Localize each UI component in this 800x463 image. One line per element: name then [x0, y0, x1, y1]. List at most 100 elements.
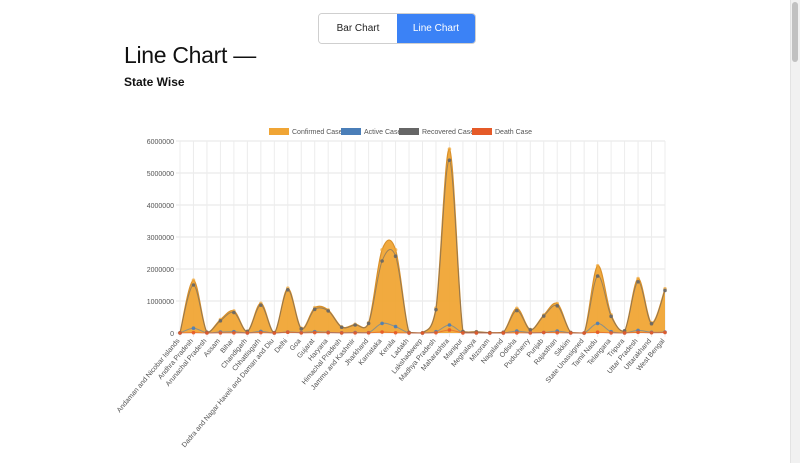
data-point	[272, 331, 277, 335]
data-point	[407, 331, 411, 335]
data-point	[393, 248, 398, 252]
page-subtitle: State Wise	[124, 75, 185, 89]
data-point	[582, 331, 586, 335]
data-point	[285, 288, 290, 292]
data-point	[191, 278, 196, 283]
data-point	[366, 331, 371, 335]
y-tick-label: 0	[170, 331, 174, 338]
line-chart-tab[interactable]: Line Chart	[397, 14, 475, 43]
data-point	[649, 321, 654, 326]
legend-swatch	[399, 128, 419, 135]
data-point	[259, 303, 263, 307]
data-point	[366, 321, 371, 326]
legend-label: Recovered Case	[422, 129, 474, 136]
legend-label: Active Case	[364, 129, 401, 136]
data-point	[447, 328, 452, 332]
data-point	[191, 326, 196, 331]
y-tick-label: 6000000	[147, 139, 174, 146]
data-point	[595, 264, 600, 268]
data-point	[191, 283, 196, 287]
data-point	[285, 330, 290, 335]
data-point	[447, 158, 452, 162]
data-point	[312, 330, 317, 335]
data-point	[339, 325, 344, 330]
data-point	[245, 331, 250, 335]
data-point	[528, 328, 533, 332]
y-tick-label: 4000000	[147, 203, 174, 210]
legend-swatch	[269, 128, 289, 135]
data-point	[380, 330, 384, 334]
data-point	[326, 330, 330, 335]
data-point	[218, 319, 223, 323]
legend-swatch	[341, 128, 361, 135]
data-point	[555, 304, 560, 308]
data-point	[380, 321, 384, 326]
y-axis: 0 1000000 2000000 3000000 4000000 5000000 6000…	[147, 139, 174, 338]
data-point	[636, 280, 640, 284]
data-point	[326, 309, 330, 313]
data-point	[609, 314, 613, 319]
series-death-case	[178, 328, 667, 335]
data-point	[515, 308, 519, 313]
data-point	[312, 307, 317, 312]
y-tick-label: 2000000	[147, 267, 174, 274]
data-point	[461, 331, 465, 335]
data-point	[447, 323, 452, 327]
x-tick-label: Delhi	[274, 337, 290, 354]
data-point	[205, 331, 209, 335]
data-point	[393, 330, 398, 335]
data-point	[380, 248, 384, 252]
vertical-scrollbar[interactable]	[790, 0, 800, 463]
data-point	[339, 331, 344, 335]
data-point	[393, 254, 398, 258]
data-point	[178, 331, 182, 335]
data-point	[515, 331, 519, 335]
data-point	[353, 323, 357, 327]
data-point	[299, 327, 304, 331]
page-title: Line Chart —	[124, 42, 256, 68]
data-point	[663, 330, 667, 335]
data-point	[420, 331, 425, 335]
data-point	[541, 330, 546, 335]
data-point	[636, 276, 640, 281]
data-point	[259, 330, 263, 335]
data-point	[649, 330, 654, 335]
data-point	[528, 331, 533, 335]
data-point	[353, 331, 357, 335]
data-point	[501, 331, 506, 335]
data-point	[595, 330, 600, 335]
legend-swatch	[472, 128, 492, 135]
legend: Confirmed Case Active Case Recovered Case D…	[269, 128, 532, 136]
data-point	[568, 331, 573, 335]
bar-chart-tab[interactable]: Bar Chart	[319, 14, 397, 43]
data-point	[232, 310, 236, 315]
data-point	[595, 321, 600, 326]
scrollbar-thumb[interactable]	[792, 2, 798, 62]
y-tick-label: 1000000	[147, 299, 174, 306]
data-point	[434, 330, 438, 335]
data-point	[393, 324, 398, 329]
data-point	[447, 147, 452, 151]
data-point	[488, 331, 492, 335]
data-point	[663, 288, 667, 293]
chart-type-toggle: Bar Chart Line Chart	[318, 13, 476, 44]
y-tick-label: 5000000	[147, 171, 174, 178]
data-point	[636, 330, 640, 335]
data-point	[299, 331, 304, 335]
data-point	[380, 259, 384, 263]
data-point	[434, 307, 438, 312]
data-point	[541, 314, 546, 318]
legend-label: Death Case	[495, 129, 532, 136]
legend-label: Confirmed Case	[292, 129, 343, 136]
data-point	[555, 330, 560, 335]
data-point	[609, 331, 613, 335]
plot-area	[178, 147, 667, 335]
data-point	[595, 274, 600, 278]
data-point	[474, 331, 479, 335]
series-area	[180, 148, 665, 333]
data-point	[622, 331, 627, 335]
data-point	[191, 330, 196, 335]
data-point	[232, 331, 236, 335]
